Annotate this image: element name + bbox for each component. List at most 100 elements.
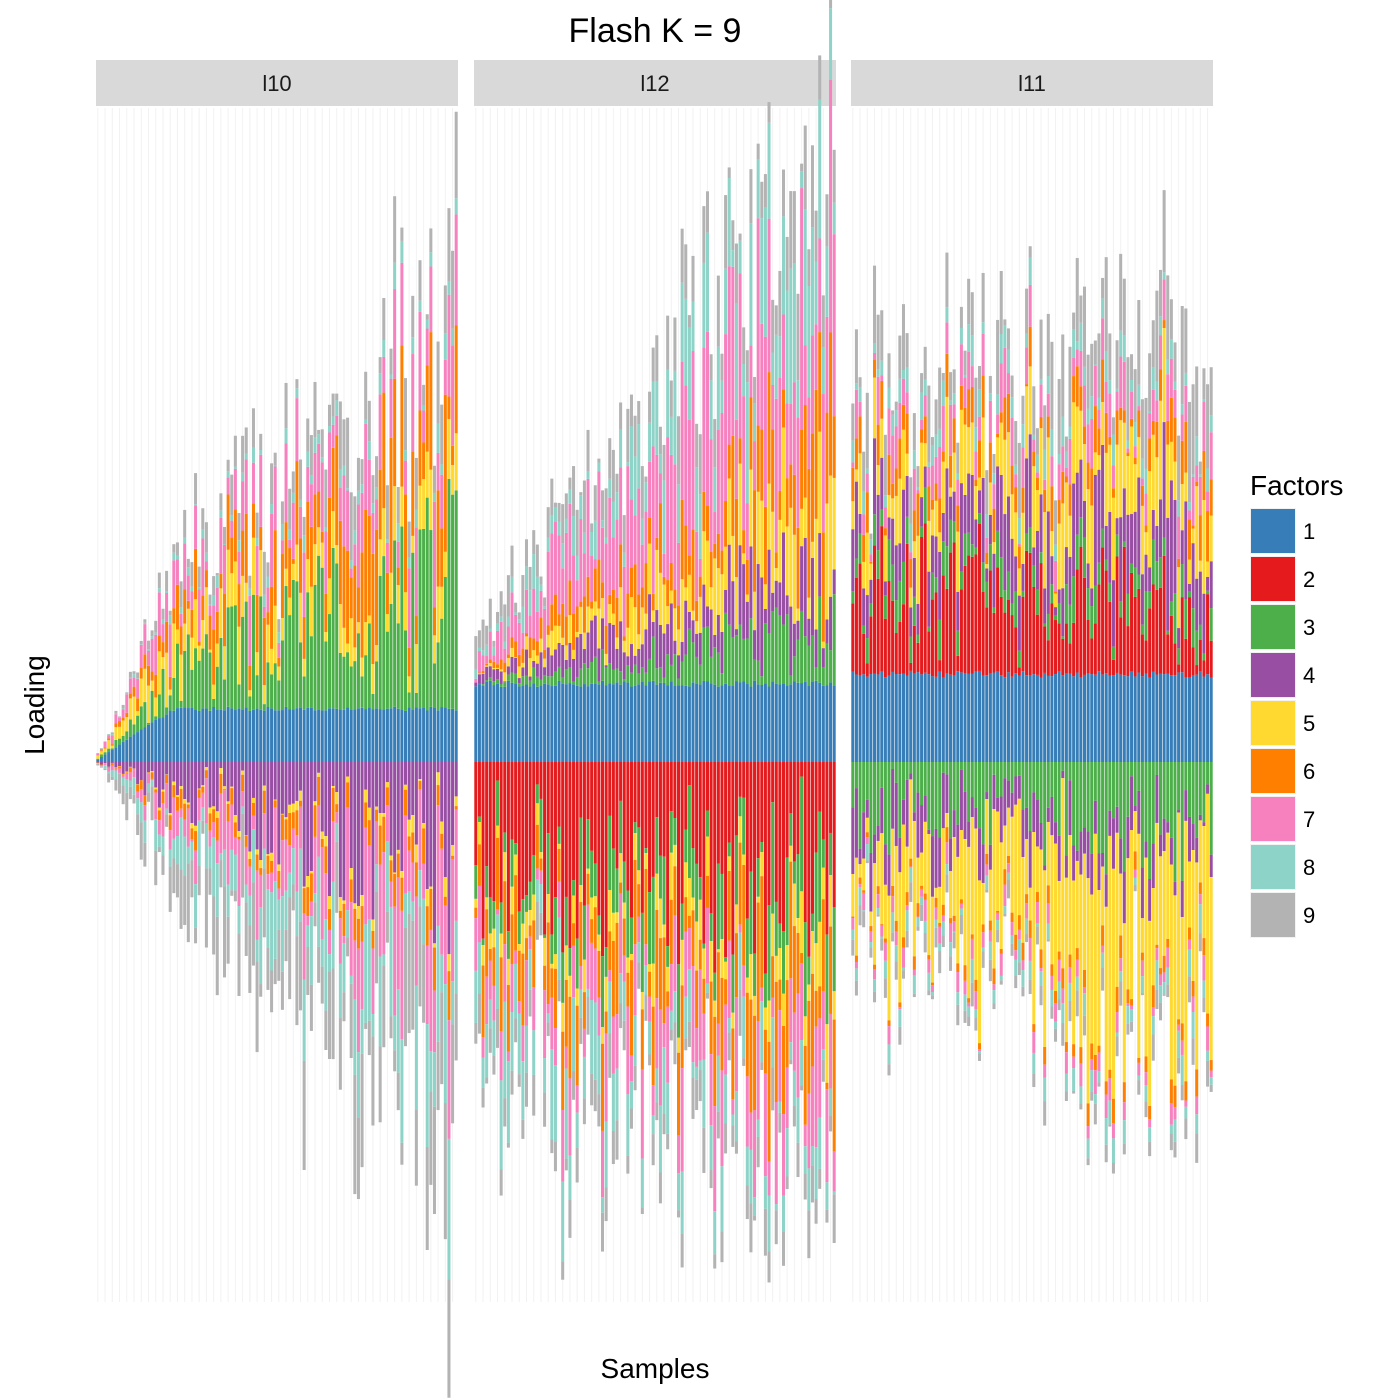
bar-segment <box>1137 762 1141 791</box>
bar-segment <box>1137 406 1141 411</box>
bar-segment <box>255 708 259 762</box>
bar-segment <box>1202 980 1206 998</box>
bar-segment <box>1206 793 1210 1014</box>
bar-segment <box>422 898 426 945</box>
bar-segment <box>800 1085 804 1091</box>
bar-segment <box>517 619 521 623</box>
bar-segment <box>629 954 633 961</box>
bar-segment <box>1014 975 1018 989</box>
bar-segment <box>1111 1162 1115 1174</box>
bar-segment <box>425 497 429 711</box>
bar-segment <box>1068 438 1072 485</box>
bar-segment <box>658 898 662 939</box>
bar-segment <box>454 796 458 807</box>
bar-segment <box>1159 974 1163 986</box>
bar-segment <box>981 477 985 563</box>
bar-segment <box>1010 676 1014 762</box>
bar-segment <box>99 754 103 757</box>
bar-segment <box>1173 381 1177 390</box>
bar-segment <box>132 794 136 804</box>
bar-segment <box>172 552 176 561</box>
bar-segment <box>1133 446 1137 458</box>
bar-segment <box>970 335 974 367</box>
bar-segment <box>677 629 681 656</box>
bar-segment <box>999 980 1003 985</box>
bar-segment <box>763 207 767 337</box>
bar-segment <box>125 692 129 695</box>
bar-segment <box>709 609 713 657</box>
bar-segment <box>411 354 415 452</box>
bar-segment <box>894 495 898 546</box>
bar-segment <box>923 920 927 934</box>
bar-segment <box>385 708 389 762</box>
bar-segment <box>705 191 709 233</box>
bar-segment <box>778 1010 782 1102</box>
bar-segment <box>702 262 706 348</box>
bar-segment <box>619 1003 623 1029</box>
bar-segment <box>313 452 317 495</box>
bar-segment <box>1155 421 1159 458</box>
bar-segment <box>503 881 507 945</box>
bar-segment <box>429 888 433 930</box>
bar-segment <box>506 1061 510 1143</box>
bar-segment <box>789 191 793 269</box>
bar-segment <box>150 772 154 779</box>
bar-segment <box>731 1099 735 1115</box>
bar-segment <box>443 394 447 552</box>
bar-segment <box>1017 667 1021 676</box>
bar-segment <box>949 956 953 971</box>
bar-segment <box>353 908 357 941</box>
bar-segment <box>255 652 259 676</box>
bar-segment <box>1032 565 1036 587</box>
bar-segment <box>1184 308 1188 373</box>
bar-segment <box>233 468 237 510</box>
bar-segment <box>644 476 648 483</box>
bar-segment <box>342 656 346 710</box>
bar-segment <box>698 576 702 597</box>
bar-segment <box>280 813 284 815</box>
bar-segment <box>382 813 386 817</box>
bar-segment <box>349 975 353 984</box>
bar-segment <box>477 844 481 886</box>
bar-segment <box>851 671 855 762</box>
bar-segment <box>981 375 985 418</box>
bar-segment <box>938 951 942 974</box>
bar-segment <box>1039 319 1043 379</box>
bar-segment <box>934 927 938 948</box>
bar-segment <box>1137 588 1141 673</box>
bar-segment <box>724 501 728 547</box>
bar-segment <box>934 676 938 762</box>
bar-segment <box>655 537 659 550</box>
bar-segment <box>485 1077 489 1084</box>
bar-segment <box>572 895 576 924</box>
bar-segment <box>136 711 140 716</box>
bar-segment <box>208 813 212 831</box>
bar-segment <box>938 551 942 620</box>
bar-segment <box>259 433 263 451</box>
bar-segment <box>414 1110 418 1186</box>
bar-segment <box>1025 386 1029 459</box>
bar-segment <box>1028 527 1032 553</box>
bar-segment <box>255 594 259 653</box>
bar-segment <box>248 690 252 697</box>
bar-segment <box>909 558 913 588</box>
bar-segment <box>338 1018 342 1090</box>
bar-segment <box>1006 432 1010 497</box>
bar-segment <box>684 244 688 299</box>
bar-segment <box>1082 444 1086 501</box>
bar-segment <box>898 335 902 379</box>
bar-segment <box>1130 572 1134 671</box>
bar-segment <box>561 677 565 684</box>
bar-segment <box>451 445 455 465</box>
bar-segment <box>186 634 190 709</box>
bar-segment <box>223 790 227 850</box>
bar-segment <box>302 886 306 889</box>
bar-segment <box>429 1051 433 1092</box>
bar-segment <box>633 944 637 1016</box>
bar-segment <box>364 827 368 925</box>
bar-segment <box>695 656 699 684</box>
bar-segment <box>716 652 720 687</box>
bar-segment <box>1206 674 1210 762</box>
bar-segment <box>629 394 633 427</box>
bar-segment <box>288 529 292 540</box>
